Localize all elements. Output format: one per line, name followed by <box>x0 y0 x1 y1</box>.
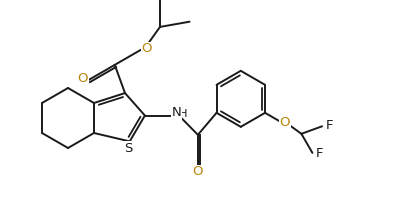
Text: S: S <box>124 142 133 155</box>
Text: F: F <box>315 147 323 160</box>
Text: N: N <box>172 106 181 119</box>
Text: F: F <box>325 119 332 132</box>
Text: O: O <box>141 42 152 55</box>
Text: O: O <box>279 116 289 129</box>
Text: O: O <box>77 72 88 85</box>
Text: O: O <box>192 165 203 178</box>
Text: H: H <box>178 109 187 119</box>
